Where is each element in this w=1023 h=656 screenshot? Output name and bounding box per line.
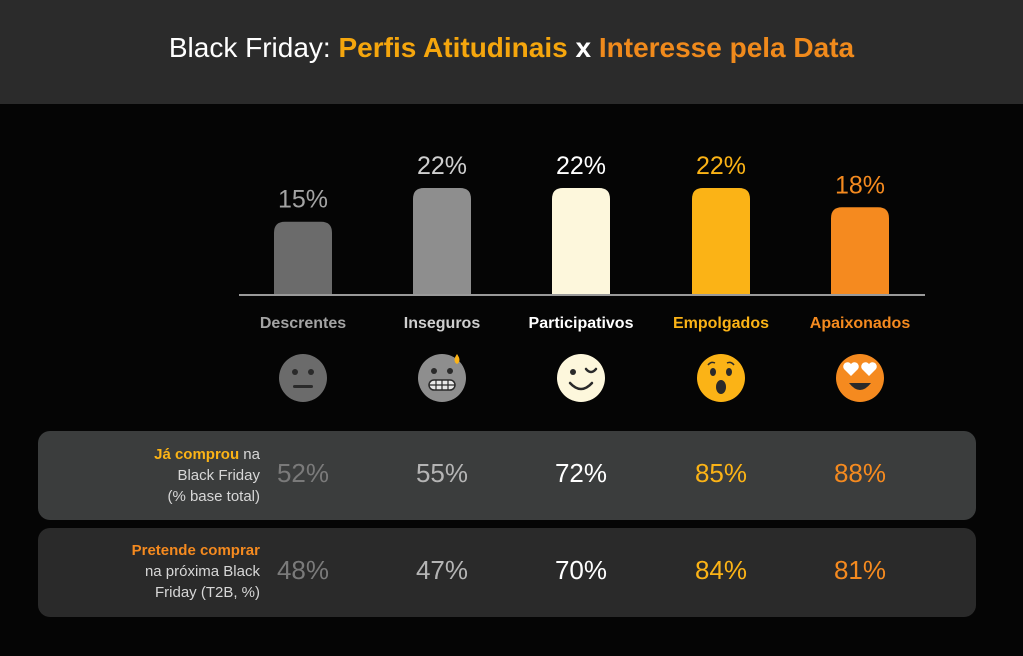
table-cell: 81% [833, 555, 887, 585]
row-label-pretende-comprar: Pretende comprar na próxima Black Friday… [80, 540, 260, 603]
title-part1: Perfis Atitudinais [338, 32, 568, 63]
row-label-bold: Pretende comprar [131, 542, 260, 559]
bar-value-label: 15% [278, 186, 328, 214]
bar-value-label: 22% [696, 152, 746, 180]
table-cell: 48% [276, 555, 330, 585]
bar-apaixonados [831, 207, 889, 294]
category-label: Empolgados [672, 315, 769, 332]
bar-inseguros [413, 188, 471, 294]
table-cell: 70% [554, 555, 608, 585]
category-label: Descrentes [259, 315, 347, 332]
table-cell: 47% [415, 555, 469, 585]
winking-face-icon [557, 354, 605, 402]
neutral-face-icon [279, 354, 327, 402]
bar-descrentes [274, 221, 332, 294]
title-prefix: Black Friday: [168, 32, 339, 63]
surprised-face-icon [697, 354, 745, 402]
table-cell: 55% [415, 458, 469, 488]
bar-chart: 15% 22% 22% 22% 18% [239, 152, 925, 296]
category-label: Inseguros [403, 315, 481, 332]
table-cell: 88% [833, 458, 887, 488]
bar-value-label: 18% [835, 171, 885, 199]
row-label-bold: Já comprou [154, 446, 240, 463]
bar-participativos [552, 188, 610, 294]
table-cell: 84% [694, 555, 748, 585]
category-label: Apaixonados [809, 315, 911, 332]
header-bar [0, 0, 1023, 104]
table-row [38, 528, 976, 617]
bar-value-label: 22% [556, 152, 606, 180]
heart-eyes-face-icon [836, 354, 884, 402]
row-label-rest: na [239, 446, 260, 463]
bar-empolgados [692, 188, 750, 294]
grimacing-sweat-face-icon [418, 354, 466, 402]
row-label-ja-comprou: Já comprou na Black Friday (% base total… [80, 444, 260, 507]
table-cell: 85% [694, 458, 748, 488]
row-label-line2: na próxima Black [144, 563, 260, 580]
row-label-line2: Black Friday [177, 467, 260, 484]
page-title: Black Friday: Perfis Atitudinais x Inter… [0, 32, 1023, 64]
table-cell: 72% [554, 458, 608, 488]
title-separator: x [567, 32, 599, 63]
category-label: Participativos [528, 315, 634, 332]
bar-value-label: 22% [417, 152, 467, 180]
row-label-line3: Friday (T2B, %) [154, 584, 260, 601]
title-part2: Interesse pela Data [598, 32, 855, 63]
row-label-line3: (% base total) [167, 488, 260, 505]
table-cell: 52% [276, 458, 330, 488]
table-row [38, 431, 976, 520]
